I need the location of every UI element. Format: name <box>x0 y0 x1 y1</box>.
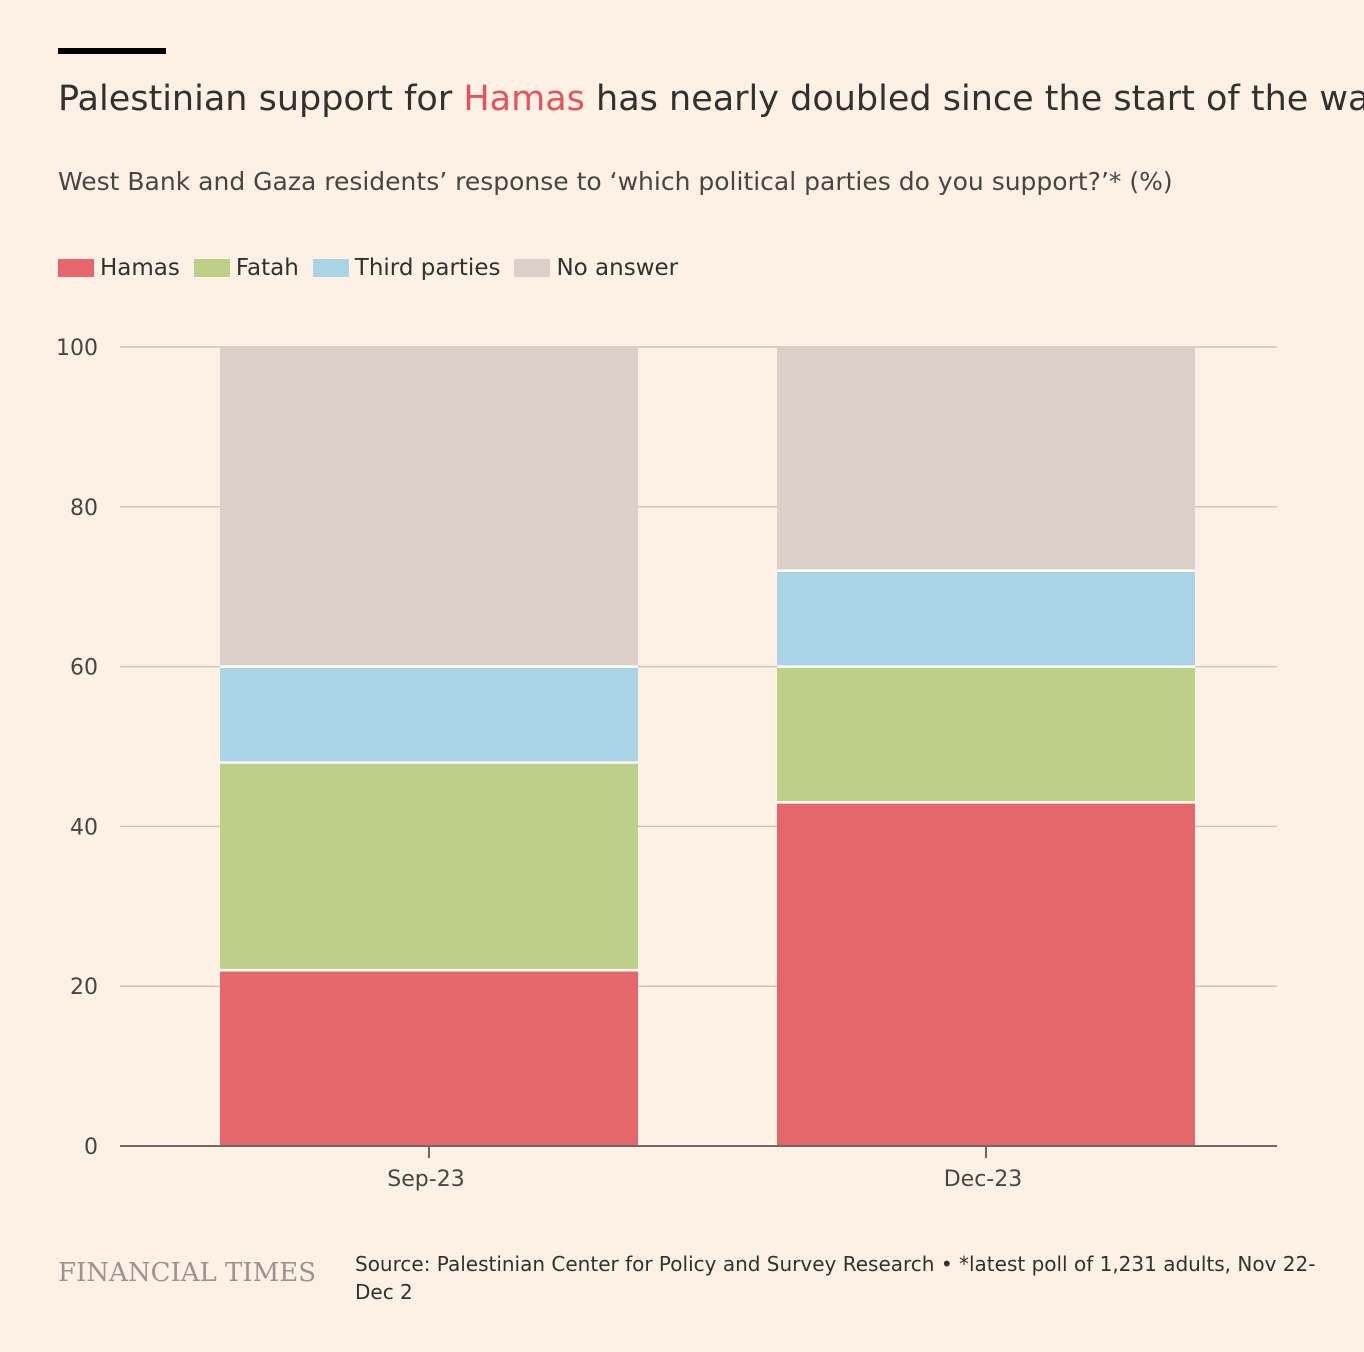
y-tick-label-60: 60 <box>70 656 98 681</box>
legend-item-hamas: Hamas <box>58 255 180 281</box>
stacked-bar-chart: 0 20 40 60 80 100 Sep-23 Dec-23 <box>56 336 1277 1192</box>
legend-item-no-answer: No answer <box>514 255 678 281</box>
y-tick-label-80: 80 <box>70 496 98 521</box>
legend: Hamas Fatah Third parties No answer <box>58 252 692 284</box>
legend-label-hamas: Hamas <box>100 255 180 281</box>
bar-segment-fatah-0 <box>220 762 638 971</box>
bar-segment-fatah-1 <box>777 666 1195 803</box>
top-rule <box>58 48 166 54</box>
bar-segment-hamas-0 <box>220 970 638 1146</box>
legend-swatch-no-answer <box>514 259 551 277</box>
title-part-after: has nearly doubled since the start of th… <box>584 79 1364 119</box>
chart-subtitle: West Bank and Gaza residents’ response t… <box>58 167 1173 196</box>
y-tick-label-0: 0 <box>84 1135 98 1160</box>
legend-label-fatah: Fatah <box>235 255 299 281</box>
bar-segment-third-parties-0 <box>220 666 638 763</box>
legend-label-no-answer: No answer <box>556 255 679 281</box>
bar-segment-no-answer-1 <box>777 347 1195 571</box>
title-part-before: Palestinian support for <box>58 79 464 119</box>
y-tick-label-40: 40 <box>70 815 98 840</box>
x-tick-label-0: Sep-23 <box>387 1167 464 1192</box>
bar-segment-no-answer-0 <box>220 347 638 667</box>
legend-item-third-parties: Third parties <box>312 255 501 281</box>
legend-swatch-hamas <box>58 259 94 277</box>
legend-item-fatah: Fatah <box>193 255 299 281</box>
title-highlight: Hamas <box>463 79 585 119</box>
legend-swatch-third-parties <box>312 259 349 277</box>
y-tick-label-100: 100 <box>56 336 98 361</box>
x-tick-label-1: Dec-23 <box>944 1167 1023 1192</box>
bar-segment-hamas-1 <box>777 802 1195 1146</box>
legend-swatch-fatah <box>193 259 230 277</box>
legend-label-third-parties: Third parties <box>354 255 501 281</box>
y-tick-label-20: 20 <box>70 975 98 1000</box>
ft-logo: FINANCIAL TIMES <box>58 1258 317 1288</box>
bar-segment-third-parties-1 <box>777 570 1195 667</box>
chart-title: Palestinian support for Hamas has nearly… <box>58 76 1364 122</box>
source-note: Source: Palestinian Center for Policy an… <box>355 1252 1316 1304</box>
